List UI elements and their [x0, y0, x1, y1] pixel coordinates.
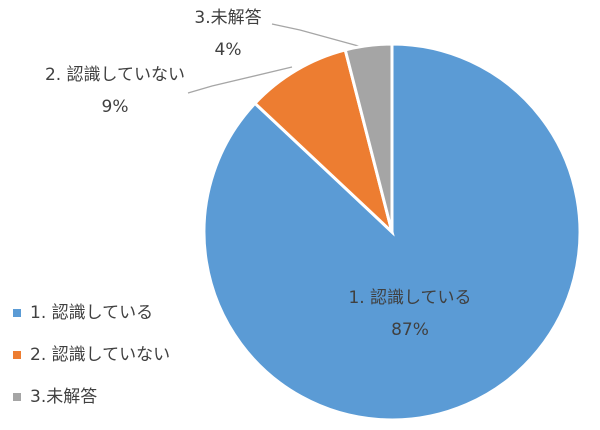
leader-line	[187, 66, 293, 94]
pie-slice	[252, 48, 395, 237]
legend-swatch	[13, 393, 21, 401]
legend-label: 2. 認識していない	[30, 345, 170, 365]
legend-label: 1. 認識している	[30, 303, 153, 323]
value-label: 87%	[391, 320, 429, 340]
leader-line	[271, 23, 363, 48]
slice-label: 1. 認識している	[348, 288, 471, 308]
legend-label: 3.未解答	[30, 387, 97, 407]
value-label: 4%	[215, 40, 242, 60]
slice-label: 3.未解答	[194, 8, 261, 28]
slice-label: 2. 認識していない	[45, 65, 185, 85]
legend-swatch	[13, 309, 21, 317]
value-label: 9%	[102, 97, 129, 117]
pie-slice	[343, 42, 394, 233]
legend-swatch	[13, 351, 21, 359]
